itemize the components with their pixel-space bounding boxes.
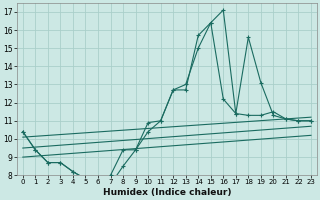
X-axis label: Humidex (Indice chaleur): Humidex (Indice chaleur) [103,188,231,197]
